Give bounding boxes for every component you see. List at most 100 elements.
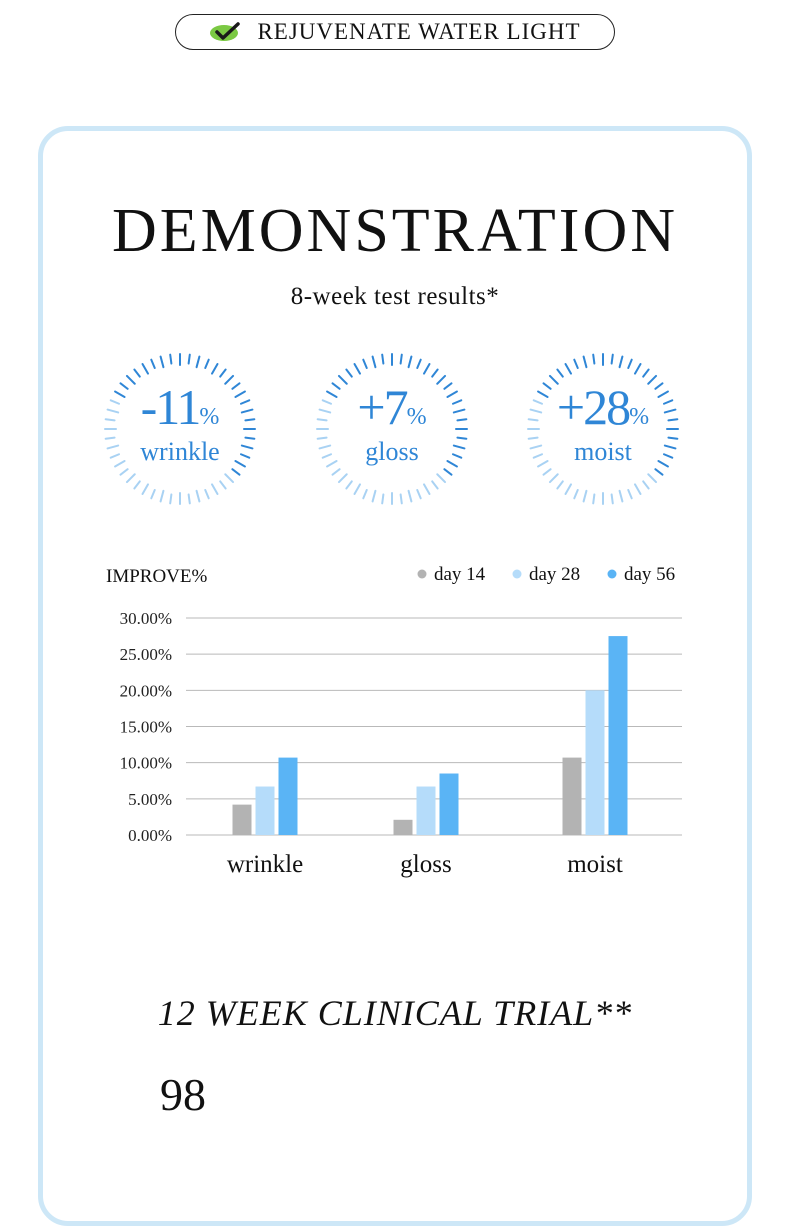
legend-label: day 28	[529, 564, 580, 585]
bar	[232, 804, 252, 835]
ring-tick	[564, 483, 572, 495]
ring-tick	[133, 368, 141, 378]
ring-tick	[423, 483, 431, 495]
bar	[416, 786, 436, 835]
ring-tick	[326, 390, 338, 398]
ring-tick	[353, 363, 361, 375]
ring-tick	[452, 444, 466, 450]
ring-tick	[316, 436, 328, 440]
ring-tick	[663, 444, 677, 450]
ring-tick	[456, 418, 468, 422]
ring-tick	[582, 355, 588, 369]
ring-tick	[150, 488, 156, 500]
ring-tick	[141, 483, 149, 495]
ring-tick	[667, 418, 679, 422]
ring-tick	[234, 390, 246, 398]
ring-tick	[239, 399, 251, 405]
ring-tick	[610, 493, 614, 505]
ring-tick	[456, 436, 468, 440]
bar	[255, 786, 275, 835]
ring-tick	[537, 390, 549, 398]
tick-ring-icon	[104, 353, 256, 505]
ring-tick	[231, 382, 241, 390]
ring-tick	[371, 355, 377, 369]
ring-tick	[399, 353, 403, 365]
stat-wrinkle: -11% wrinkle	[100, 349, 260, 509]
x-tick-label: wrinkle	[227, 851, 303, 878]
badge-text: REJUVENATE WATER LIGHT	[257, 19, 581, 44]
checkmark-icon	[210, 22, 241, 41]
ring-tick	[316, 418, 328, 422]
ring-tick	[106, 444, 120, 450]
stat-value: +7%	[357, 379, 427, 435]
ring-tick	[114, 390, 126, 398]
bar	[439, 773, 459, 835]
ring-tick	[141, 363, 149, 375]
ring-tick	[331, 382, 341, 390]
ring-tick	[204, 488, 210, 500]
y-axis-label: IMPROVE%	[106, 566, 208, 587]
legend-marker	[417, 569, 427, 579]
ring-tick	[106, 408, 120, 414]
ring-tick	[211, 363, 219, 375]
ring-tick	[244, 436, 256, 440]
ring-tick	[548, 473, 559, 484]
ring-tick	[618, 489, 624, 503]
ring-tick	[125, 374, 136, 385]
y-tick-label: 15.00%	[120, 718, 172, 737]
ring-tick	[556, 480, 564, 490]
ring-tick	[627, 358, 633, 370]
ring-tick	[627, 488, 633, 500]
ring-tick	[529, 408, 543, 414]
ring-tick	[446, 390, 458, 398]
ring-tick	[416, 358, 422, 370]
subtitle: 8-week test results*	[290, 283, 500, 310]
ring-tick	[407, 489, 413, 503]
clinical-trial-title: 12 WEEK CLINICAL TRIAL**	[157, 993, 633, 1033]
ring-tick	[321, 399, 333, 405]
ring-tick	[104, 436, 116, 440]
ring-tick	[125, 473, 136, 484]
ring-tick	[592, 353, 596, 365]
ring-tick	[219, 368, 227, 378]
ring-tick	[527, 436, 539, 440]
ring-tick	[371, 489, 377, 503]
stat-moist: +28% moist	[523, 349, 683, 509]
ring-tick	[642, 480, 650, 490]
ring-tick	[634, 363, 642, 375]
ring-tick	[211, 483, 219, 495]
ring-tick	[109, 453, 121, 459]
bar	[562, 757, 582, 835]
ring-tick	[451, 453, 463, 459]
ring-tick	[114, 460, 126, 468]
ring-tick	[337, 473, 348, 484]
ring-tick	[187, 493, 191, 505]
ring-tick	[326, 460, 338, 468]
ring-tick	[169, 353, 173, 365]
stat-label: wrinkle	[140, 437, 220, 466]
tick-ring-icon	[316, 353, 468, 505]
bar	[608, 636, 628, 835]
ring-tick	[667, 436, 679, 440]
ring-tick	[647, 473, 658, 484]
page-title: DEMONSTRATION	[112, 197, 678, 265]
ring-tick	[654, 468, 664, 476]
x-tick-label: gloss	[400, 851, 451, 878]
bar	[585, 690, 605, 835]
ring-tick	[195, 355, 201, 369]
ring-tick	[159, 355, 165, 369]
ring-tick	[657, 390, 669, 398]
ring-tick	[564, 363, 572, 375]
ring-tick	[634, 483, 642, 495]
ring-tick	[657, 460, 669, 468]
ring-tick	[423, 363, 431, 375]
ring-tick	[159, 489, 165, 503]
ring-tick	[452, 408, 466, 414]
ring-tick	[240, 444, 254, 450]
ring-tick	[109, 399, 121, 405]
ring-tick	[662, 453, 674, 459]
ring-tick	[337, 374, 348, 385]
y-tick-label: 10.00%	[120, 754, 172, 773]
ring-tick	[436, 374, 447, 385]
demonstration-card	[38, 126, 752, 1226]
